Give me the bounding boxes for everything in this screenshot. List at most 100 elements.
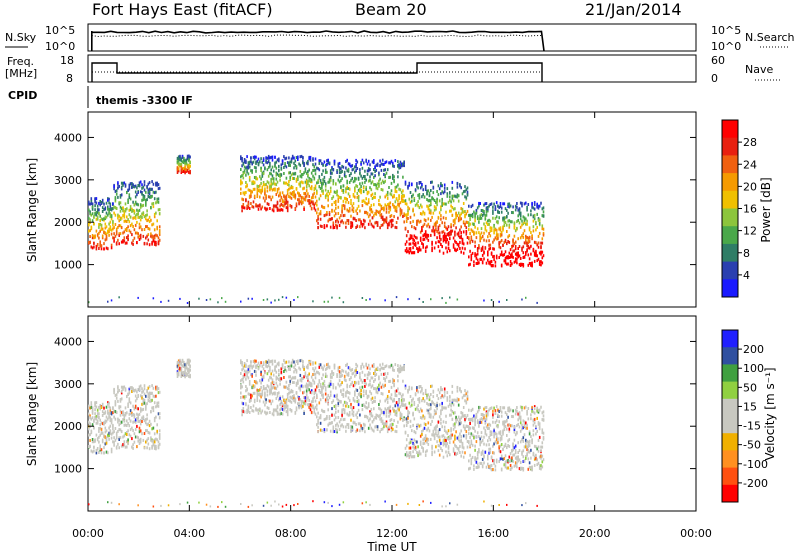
power-cell (361, 181, 364, 185)
power-ylabel: Slant Range [km] (25, 158, 39, 262)
power-cell (88, 216, 90, 220)
velocity-cell (272, 391, 275, 395)
power-cell (438, 240, 441, 244)
velocity-cell (95, 405, 98, 409)
velocity-cell (416, 440, 418, 444)
power-cell (153, 215, 156, 219)
power-cell (314, 186, 317, 190)
power-cell (136, 202, 138, 206)
power-cell (262, 299, 265, 301)
velocity-cell (446, 454, 449, 458)
power-cell (384, 161, 386, 165)
velocity-cell (288, 387, 290, 391)
power-cell (143, 183, 146, 187)
power-cell (242, 161, 245, 165)
velocity-cell (350, 428, 352, 432)
power-cell (362, 199, 365, 203)
power-cell (185, 161, 188, 165)
nsky-panel: N.Sky 10^5 10^0 10^5 10^0 N.Search (5, 23, 795, 53)
power-cell (129, 215, 132, 219)
power-cell (411, 225, 413, 229)
power-cell (127, 225, 129, 229)
power-cell (112, 236, 114, 240)
velocity-cell (118, 406, 120, 410)
power-cell (386, 226, 389, 230)
power-cell (345, 160, 347, 163)
power-cell (526, 241, 528, 245)
velocity-cell (94, 416, 96, 419)
velocity-cell (279, 376, 281, 380)
velocity-cell (407, 421, 409, 424)
velocity-cell (253, 391, 256, 395)
power-cell (158, 212, 161, 216)
power-cell (474, 252, 476, 256)
velocity-cell (283, 408, 285, 412)
power-cell (108, 201, 110, 205)
power-cell (422, 243, 424, 247)
power-cell (542, 233, 545, 237)
power-cell (138, 208, 141, 212)
power-cell (373, 161, 375, 165)
power-cell (528, 240, 531, 244)
power-cell (96, 233, 99, 237)
velocity-cell (326, 366, 328, 370)
velocity-cell (247, 376, 250, 380)
velocity-cell (245, 363, 247, 367)
power-cell (310, 200, 313, 204)
velocity-cell (136, 435, 138, 439)
power-cell (341, 177, 343, 181)
power-cell (143, 188, 146, 192)
velocity-cell (408, 385, 411, 389)
power-cell (360, 162, 362, 166)
power-cell (367, 215, 370, 219)
velocity-cell (321, 408, 323, 412)
power-cell (142, 194, 145, 197)
velocity-cell (416, 424, 418, 428)
power-cell (245, 185, 247, 189)
power-cell (246, 206, 248, 210)
power-cell (402, 200, 404, 203)
power-cell (373, 159, 375, 163)
power-cell (438, 199, 441, 203)
power-cell (189, 171, 191, 175)
power-cell (139, 233, 142, 237)
velocity-cell (109, 416, 112, 420)
power-cell (139, 203, 142, 207)
power-cell (316, 181, 318, 185)
power-cell (456, 185, 459, 189)
power-cell (181, 155, 184, 159)
power-cell (473, 210, 475, 214)
power-cell (284, 181, 286, 185)
power-cell (300, 180, 303, 184)
velocity-cell (251, 386, 253, 390)
power-cell (318, 185, 321, 189)
power-cell (374, 165, 376, 169)
power-cell (155, 243, 157, 247)
power-cell (299, 194, 302, 198)
power-cell (342, 184, 345, 188)
power-cell (240, 182, 242, 186)
power-cell (240, 155, 242, 159)
velocity-cell (134, 427, 137, 431)
velocity-cell (437, 429, 440, 433)
power-cell (432, 197, 435, 201)
power-cell (367, 201, 370, 204)
power-cell (146, 225, 148, 229)
power-cell (509, 248, 512, 252)
power-cell (119, 205, 122, 209)
velocity-cell (286, 365, 289, 369)
velocity-cell (108, 431, 110, 435)
power-cell (345, 200, 347, 204)
velocity-cell (250, 364, 252, 368)
power-cell (305, 179, 308, 183)
velocity-cell (403, 365, 405, 368)
power-cell (120, 187, 123, 191)
power-cell (513, 234, 516, 238)
velocity-cell (257, 361, 260, 365)
power-cell (462, 220, 465, 224)
velocity-cell (338, 384, 341, 388)
velocity-cell (155, 444, 157, 448)
power-cell (317, 179, 319, 183)
velocity-cell (319, 428, 322, 432)
power-cell (180, 171, 183, 174)
